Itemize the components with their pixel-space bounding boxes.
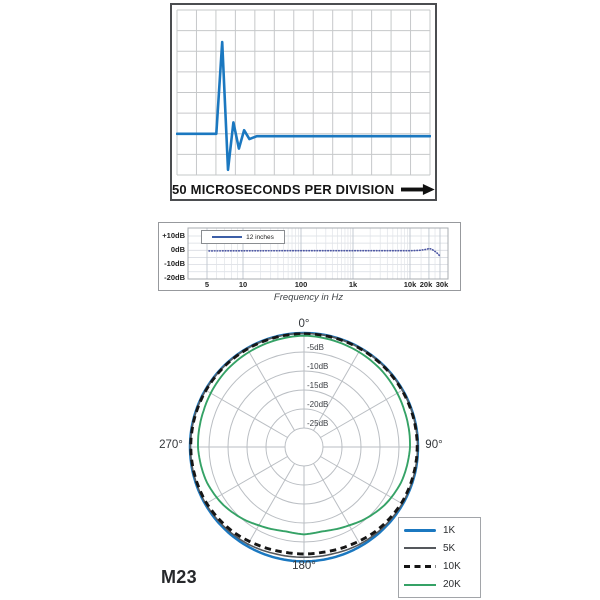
legend-label-20k: 20K: [443, 579, 461, 591]
legend-line-swatch: [212, 236, 243, 238]
ring-label-25db: -25dB: [307, 419, 329, 428]
impulse-response-chart: 50 MICROSECONDS PER DIVISION: [170, 3, 437, 201]
legend-label-5k: 5K: [443, 542, 456, 554]
impulse-plot-area: [176, 9, 431, 176]
y-tick-0db: 0dB: [170, 245, 185, 254]
legend-swatch-5k: [404, 547, 436, 550]
frequency-response-chart: +10dB 0dB -10dB -20dB 5 10 100 1k 10k 20…: [158, 222, 461, 291]
frequency-legend: 12 inches: [201, 230, 285, 244]
x-tick-10: 10: [238, 280, 248, 289]
angle-label-270: 270°: [159, 439, 183, 451]
ring-label-20db: -20dB: [307, 400, 329, 409]
legend-swatch-10k: [404, 564, 436, 569]
legend-row-10k: 10K: [404, 561, 475, 572]
impulse-caption-text: 50 MICROSECONDS PER DIVISION: [172, 182, 395, 197]
x-tick-10k: 10k: [403, 280, 417, 289]
frequency-axis-title: Frequency in Hz: [273, 292, 344, 303]
polar-pattern-chart: [188, 331, 420, 563]
x-tick-30k: 30k: [435, 280, 449, 289]
right-arrow-icon: [401, 184, 435, 195]
angle-label-0: 0°: [298, 318, 310, 330]
legend-swatch-1k: [404, 528, 436, 532]
legend-row-1k: 1K: [404, 525, 475, 536]
polar-curve-10k: [189, 332, 419, 556]
angle-label-90: 90°: [425, 439, 443, 451]
x-tick-20k: 20k: [419, 280, 433, 289]
x-tick-1k: 1k: [348, 280, 358, 289]
legend-label-10k: 10K: [443, 561, 461, 573]
legend-row-5k: 5K: [404, 543, 475, 554]
ring-label-15db: -15dB: [307, 381, 329, 390]
polar-legend: 1K 5K 10K 20K: [398, 517, 481, 598]
legend-row-20k: 20K: [404, 579, 475, 590]
model-name: M23: [161, 567, 197, 587]
impulse-caption: 50 MICROSECONDS PER DIVISION: [172, 182, 435, 197]
y-tick-minus10db: -10dB: [164, 259, 185, 268]
x-tick-5: 5: [204, 280, 210, 289]
angle-label-180: 180°: [292, 560, 316, 572]
legend-label-12-inches: 12 inches: [246, 233, 274, 241]
y-tick-plus10db: +10dB: [162, 231, 185, 240]
y-tick-minus20db: -20dB: [164, 273, 185, 282]
x-tick-100: 100: [294, 280, 308, 289]
legend-swatch-20k: [404, 583, 436, 586]
ring-label-10db: -10dB: [307, 362, 329, 371]
ring-label-5db: -5dB: [307, 343, 324, 352]
polar-curve-20k: [197, 334, 411, 536]
legend-label-1k: 1K: [443, 524, 456, 536]
